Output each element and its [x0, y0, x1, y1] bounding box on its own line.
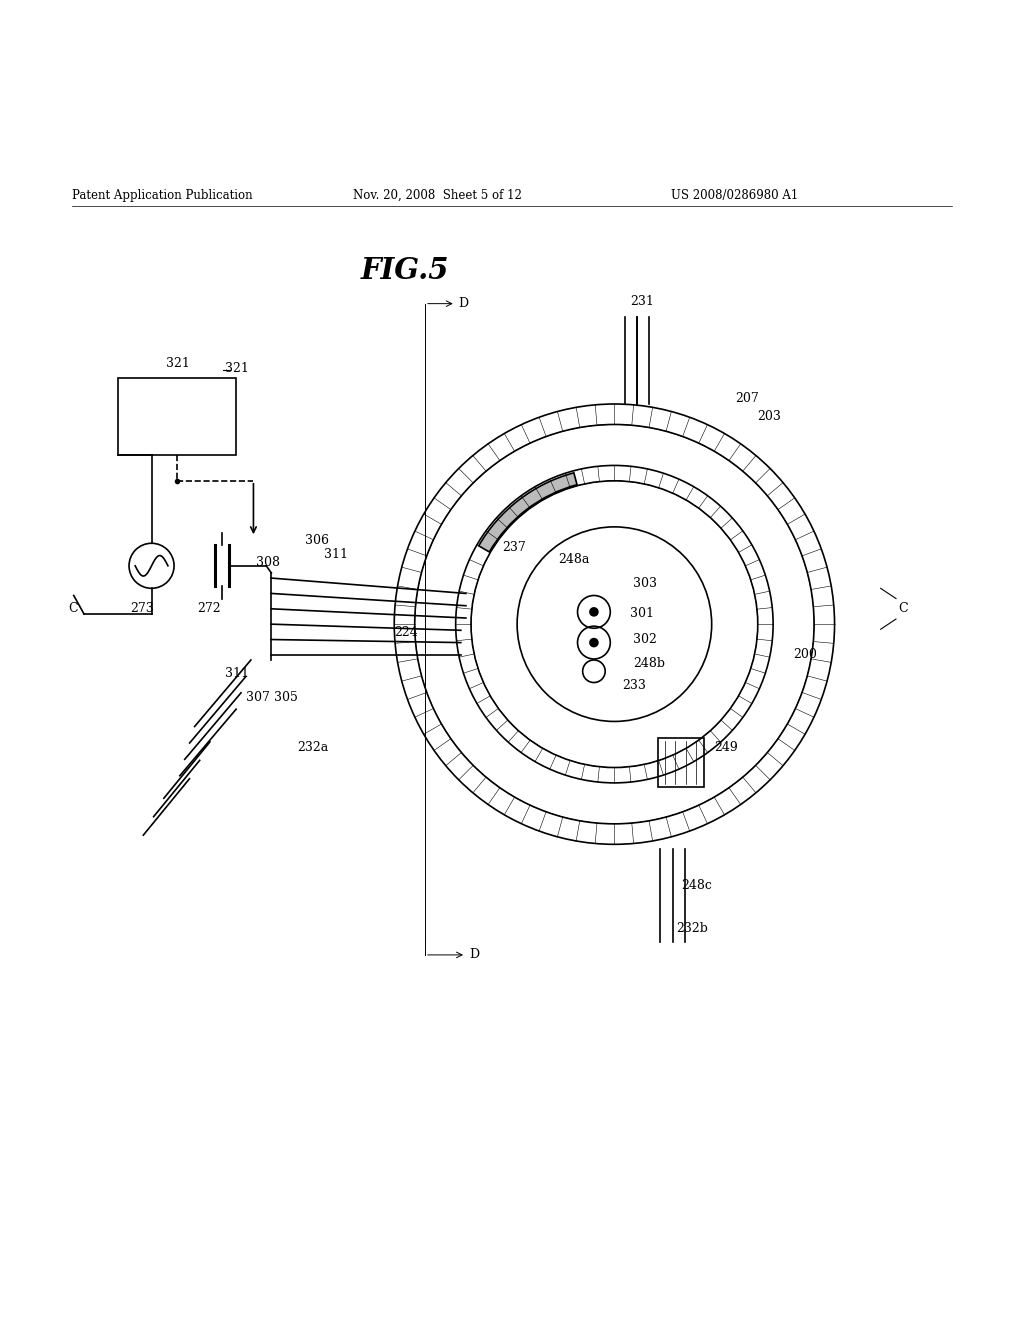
Text: 248a: 248a: [558, 553, 590, 566]
Wedge shape: [478, 473, 578, 552]
Text: 233: 233: [623, 678, 646, 692]
Text: FIG.5: FIG.5: [360, 256, 449, 285]
Text: 273: 273: [130, 602, 154, 615]
Text: 207: 207: [735, 392, 759, 405]
Text: 224: 224: [394, 626, 418, 639]
Bar: [118, 379, 236, 455]
Text: 321: 321: [166, 356, 190, 370]
Text: D: D: [469, 948, 479, 961]
Text: 306: 306: [305, 533, 329, 546]
Text: 237: 237: [502, 541, 525, 554]
Text: 311: 311: [324, 548, 347, 561]
Text: C: C: [69, 602, 78, 615]
Text: 200: 200: [794, 648, 817, 661]
Text: 302: 302: [633, 634, 656, 645]
Text: 301: 301: [630, 607, 653, 620]
Text: 272: 272: [198, 602, 221, 615]
Bar: [658, 738, 705, 787]
Circle shape: [590, 639, 598, 647]
Text: 248b: 248b: [633, 656, 665, 669]
Circle shape: [590, 607, 598, 616]
Text: 248c: 248c: [681, 879, 712, 892]
Text: Nov. 20, 2008  Sheet 5 of 12: Nov. 20, 2008 Sheet 5 of 12: [353, 189, 522, 202]
Text: US 2008/0286980 A1: US 2008/0286980 A1: [671, 189, 798, 202]
Text: 232b: 232b: [676, 921, 708, 935]
Text: 311: 311: [225, 667, 249, 680]
Text: 303: 303: [633, 577, 656, 590]
Text: 308: 308: [256, 556, 280, 569]
Text: 321: 321: [225, 362, 249, 375]
Text: 307: 307: [246, 692, 269, 705]
Text: Patent Application Publication: Patent Application Publication: [72, 189, 252, 202]
Text: C: C: [898, 602, 907, 615]
Text: 232a: 232a: [297, 741, 329, 754]
Text: 231: 231: [630, 296, 653, 308]
Text: D: D: [459, 297, 469, 310]
Text: 249: 249: [715, 741, 738, 754]
Text: 203: 203: [758, 409, 781, 422]
Text: 305: 305: [274, 692, 298, 705]
